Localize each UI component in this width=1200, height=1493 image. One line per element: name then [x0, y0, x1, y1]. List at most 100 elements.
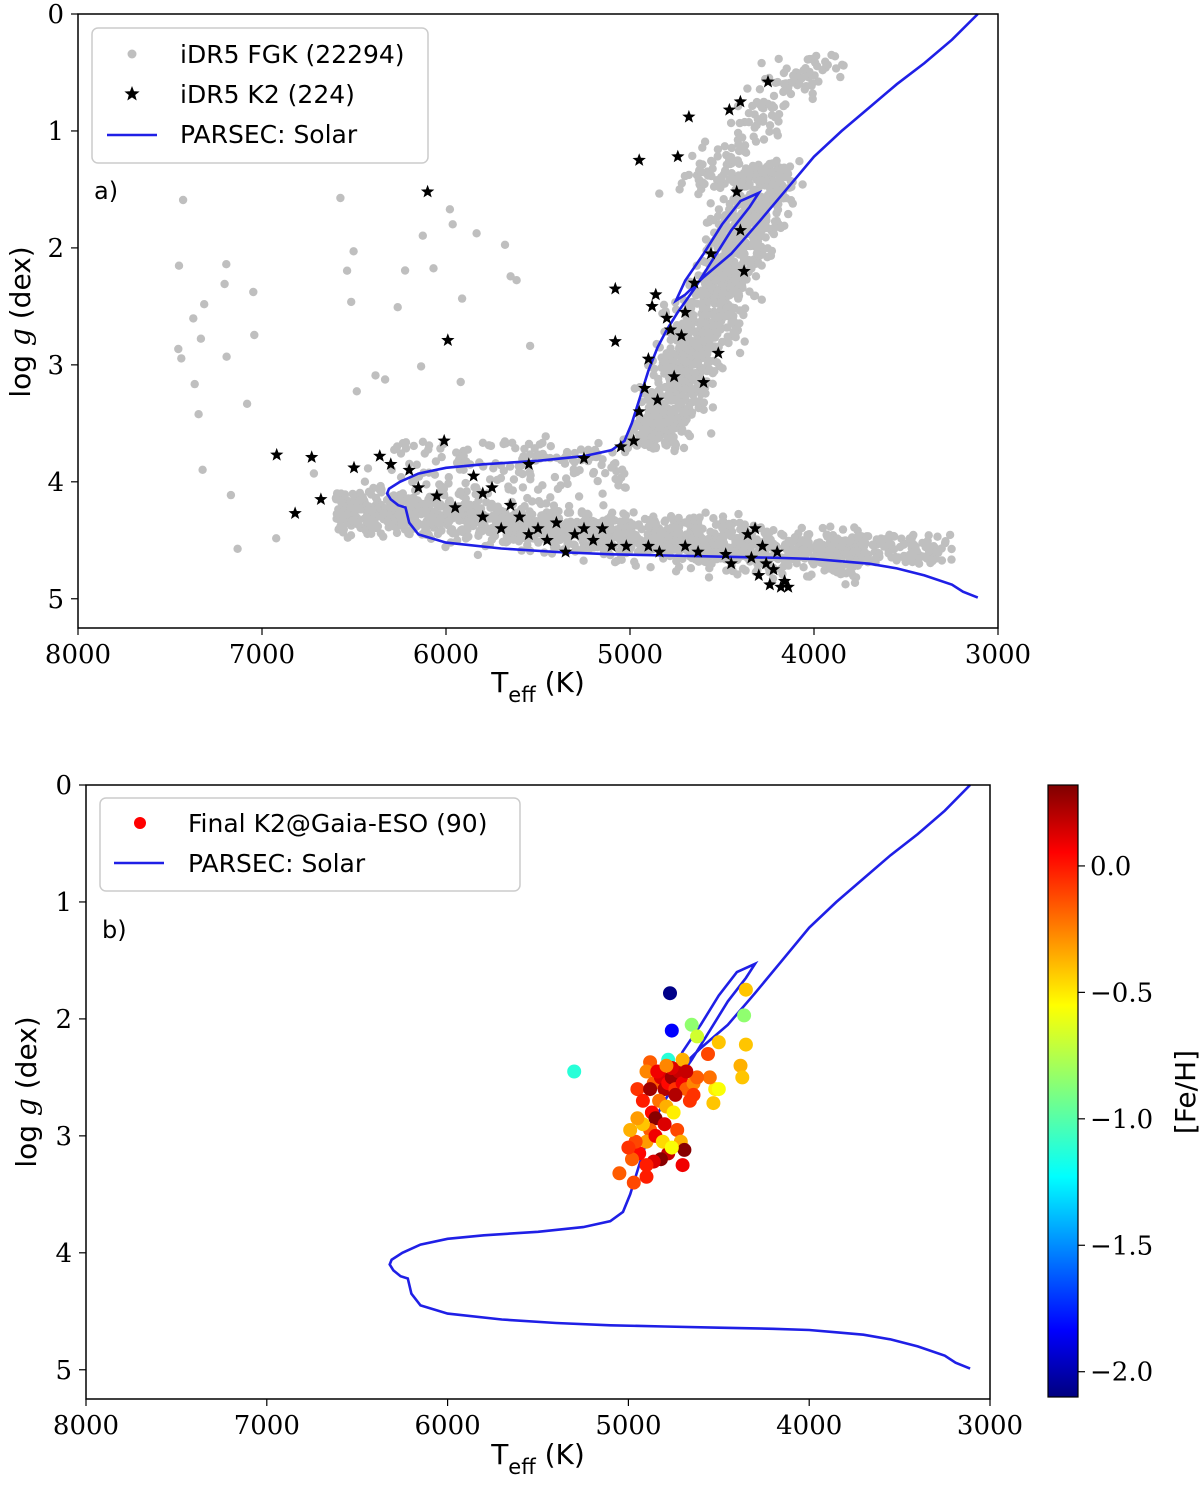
fgk-star-dot: [748, 239, 757, 249]
fgk-star-dot: [630, 384, 639, 393]
fgk-star-dot: [436, 499, 445, 509]
fgk-star-dot: [616, 517, 625, 526]
fgk-star-dot: [493, 475, 502, 485]
fgk-star-dot: [709, 514, 718, 523]
k2-star-marker: [595, 521, 610, 535]
fgk-star-dot: [509, 535, 518, 544]
fgk-star-dot: [783, 84, 792, 94]
panel-b-legend: Final K2@Gaia-ESO (90) PARSEC: Solar: [99, 797, 521, 892]
fgk-star-dot: [762, 201, 771, 211]
k2-star-marker: [614, 439, 628, 453]
fgk-star-dot: [803, 532, 812, 542]
fgk-star-dot: [905, 534, 914, 543]
k2-star-marker: [540, 533, 554, 546]
fgk-star-dot: [718, 535, 728, 544]
k2-final-star-point: [639, 1158, 654, 1173]
x-tick-label: 8000: [53, 1411, 119, 1441]
k2-final-star-point: [664, 1023, 679, 1038]
k2-final-star-point: [675, 1052, 690, 1067]
fgk-star-dot: [875, 549, 884, 558]
fgk-star-dot: [614, 481, 623, 490]
fgk-star-dot: [947, 555, 956, 564]
fgk-star-dot: [729, 316, 738, 326]
panel-b: 8000 7000 6000 5000 4000 3000 0 1 2 3 4 5 Teff (K)…: [10, 771, 1200, 1479]
k2-star-marker: [347, 460, 361, 474]
k2-star-marker: [650, 392, 665, 406]
x-tick-label: 3000: [965, 640, 1031, 670]
fgk-star-dot: [666, 512, 676, 521]
fgk-star-dot: [734, 509, 743, 519]
y-tick-label: 5: [55, 1356, 72, 1386]
fgk-star-dot: [679, 443, 689, 453]
k2-final-star-point: [612, 1166, 627, 1181]
fgk-star-dot: [760, 166, 770, 176]
k2-final-star-point: [668, 1087, 683, 1102]
panel-a: 8000 7000 6000 5000 4000 3000 0 1 2 3 4 5 Teff (K)…: [4, 0, 1031, 707]
panel-b-isochrone-line: [388, 784, 972, 1370]
fgk-star-dot: [671, 380, 681, 390]
fgk-star-dot: [675, 529, 684, 538]
fgk-star-dot: [635, 540, 644, 549]
fgk-star-dot: [763, 244, 772, 253]
x-tick-label: 4000: [776, 1411, 842, 1441]
fgk-star-dot: [372, 521, 381, 530]
fgk-star-dot: [364, 487, 374, 497]
fgk-star-dot: [735, 348, 745, 358]
fgk-star-dot: [766, 188, 776, 197]
fgk-star-dot: [923, 543, 932, 552]
fgk-star-dot: [647, 433, 656, 442]
fgk-star-dot: [448, 220, 457, 229]
fgk-star-dot: [801, 63, 810, 73]
fgk-star-dot: [692, 538, 701, 547]
fgk-star-dot: [744, 118, 754, 127]
fgk-star-dot: [695, 513, 704, 522]
fgk-star-dot: [655, 189, 664, 198]
fgk-star-dot: [914, 554, 923, 563]
k2-star-marker: [641, 539, 656, 552]
k2-star-marker: [719, 547, 733, 560]
k2-final-star-point: [738, 1037, 753, 1052]
fgk-star-dot: [196, 334, 206, 343]
fgk-star-dot: [767, 167, 776, 177]
fgk-star-dot: [767, 103, 777, 112]
k2-star-marker: [770, 545, 784, 558]
fgk-star-dot: [607, 463, 616, 472]
k2-star-marker: [577, 451, 591, 465]
fgk-star-dot: [891, 552, 900, 562]
panel-a-x-axis-label: Teff (K): [490, 666, 585, 707]
fgk-star-dot: [666, 408, 675, 418]
fgk-star-dot: [692, 350, 701, 360]
fgk-star-dot: [379, 532, 388, 541]
fgk-star-dot: [397, 519, 406, 529]
panel-a-y-ticks: 0 1 2 3 4 5: [47, 0, 78, 615]
legend-k2-star-icon: [124, 86, 140, 101]
fgk-star-dot: [594, 438, 603, 448]
fgk-star-dot: [352, 387, 361, 396]
fgk-star-dot: [706, 199, 715, 208]
k2-final-star-point: [701, 1047, 715, 1061]
fgk-star-dot: [748, 161, 758, 171]
fgk-star-dot: [226, 490, 236, 500]
fgk-star-dot: [759, 135, 769, 144]
fgk-star-dot: [410, 510, 419, 519]
legend-final-dot-icon: [134, 817, 146, 829]
k2-star-marker: [373, 449, 387, 462]
panel-a-k2-stars: [270, 74, 795, 593]
fgk-star-dot: [757, 58, 766, 68]
x-tick-label: 5000: [597, 640, 663, 670]
fgk-star-dot: [371, 371, 380, 380]
fgk-star-dot: [831, 64, 841, 73]
fgk-star-dot: [477, 527, 487, 536]
fgk-star-dot: [535, 440, 544, 449]
fgk-star-dot: [707, 156, 716, 166]
fgk-star-dot: [541, 432, 550, 441]
fgk-star-dot: [724, 310, 734, 319]
fgk-star-dot: [635, 435, 644, 445]
fgk-star-dot: [765, 159, 774, 169]
fgk-star-dot: [776, 565, 785, 574]
fgk-star-dot: [730, 268, 740, 277]
fgk-star-dot: [533, 485, 543, 494]
fgk-star-dot: [392, 528, 402, 538]
fgk-star-dot: [599, 517, 608, 526]
